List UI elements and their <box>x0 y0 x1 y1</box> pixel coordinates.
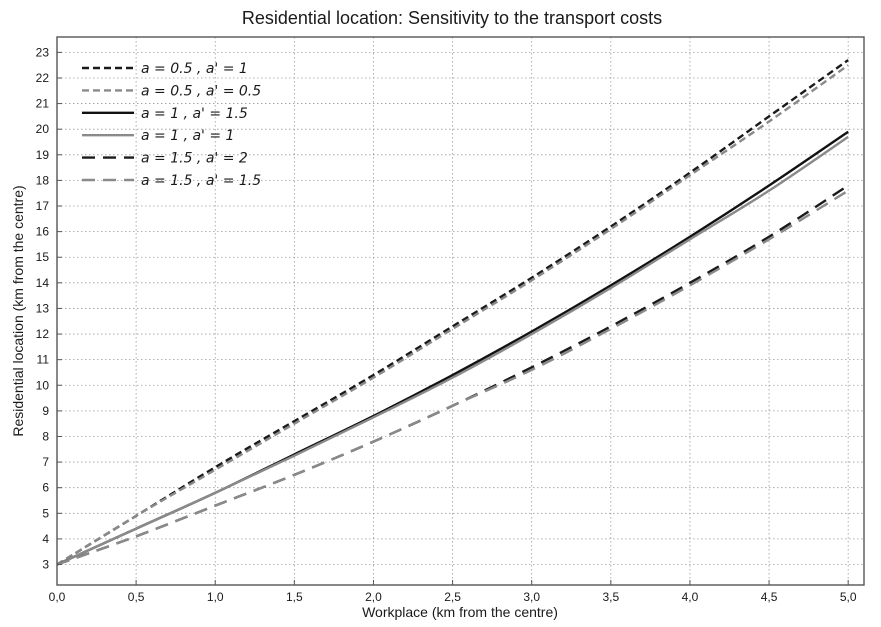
y-tick-label: 22 <box>36 71 50 85</box>
y-tick-label: 6 <box>42 481 49 495</box>
x-axis-label: Workplace (km from the centre) <box>362 604 558 620</box>
x-tick-label: 1,0 <box>207 590 224 604</box>
series-line-4 <box>56 135 849 566</box>
y-tick-label: 23 <box>36 45 50 59</box>
y-tick-label: 21 <box>36 97 50 111</box>
legend-label-6: a = 1.5 , a' = 1.5 <box>141 173 261 189</box>
legend-label-3: a = 1 , a' = 1.5 <box>141 106 248 122</box>
y-tick-label: 11 <box>37 353 50 367</box>
y-tick-label: 5 <box>42 506 49 520</box>
y-tick-label: 19 <box>36 148 50 162</box>
series-layer <box>56 59 849 566</box>
y-tick-label: 4 <box>42 532 49 546</box>
x-tick-label: 5,0 <box>840 590 857 604</box>
chart-title: Residential location: Sensitivity to the… <box>242 8 662 28</box>
series-line-3 <box>56 130 849 566</box>
y-tick-label: 7 <box>42 455 49 469</box>
y-tick-label: 8 <box>42 429 49 443</box>
series-line-6 <box>56 189 849 566</box>
x-tick-label: 2,5 <box>444 590 461 604</box>
plot-frame <box>56 36 865 586</box>
y-tick-label: 14 <box>36 276 50 290</box>
y-tick-label: 16 <box>36 225 50 239</box>
y-tick-label: 3 <box>42 558 49 572</box>
x-tick-label: 2,0 <box>365 590 382 604</box>
y-tick-label: 10 <box>36 378 50 392</box>
y-tick-label: 15 <box>36 250 50 264</box>
series-line-1 <box>56 59 849 566</box>
x-tick-label: 4,0 <box>682 590 699 604</box>
y-axis-label: Residential location (km from the centre… <box>10 185 26 436</box>
x-tick-label: 0,0 <box>49 590 66 604</box>
series-line-2 <box>56 64 849 566</box>
y-tick-label: 17 <box>36 199 50 213</box>
legend-label-2: a = 0.5 , a' = 0.5 <box>141 83 261 99</box>
grid <box>57 37 864 585</box>
legend-label-4: a = 1 , a' = 1 <box>141 128 234 144</box>
x-tick-label: 3,0 <box>523 590 540 604</box>
y-tick-label: 9 <box>42 404 49 418</box>
x-tick-label: 0,5 <box>128 590 145 604</box>
x-tick-label: 1,5 <box>286 590 303 604</box>
ticks: 0,0 0,5 1,0 1,5 2,0 2,5 3,0 3,5 4,0 4,5 5,0 3 4 5 6 7 8 9… <box>36 45 857 604</box>
x-tick-label: 3,5 <box>602 590 619 604</box>
y-tick-label: 13 <box>36 301 50 315</box>
legend-label-5: a = 1.5 , a' = 2 <box>141 151 248 167</box>
y-tick-label: 18 <box>36 173 50 187</box>
legend-label-1: a = 0.5 , a' = 1 <box>141 61 248 77</box>
x-tick-label: 4,5 <box>761 590 778 604</box>
y-tick-label: 12 <box>36 327 50 341</box>
y-tick-label: 20 <box>36 122 50 136</box>
legend: a = 0.5 , a' = 1 a = 0.5 , a' = 0.5 a = 1 … <box>82 61 261 189</box>
